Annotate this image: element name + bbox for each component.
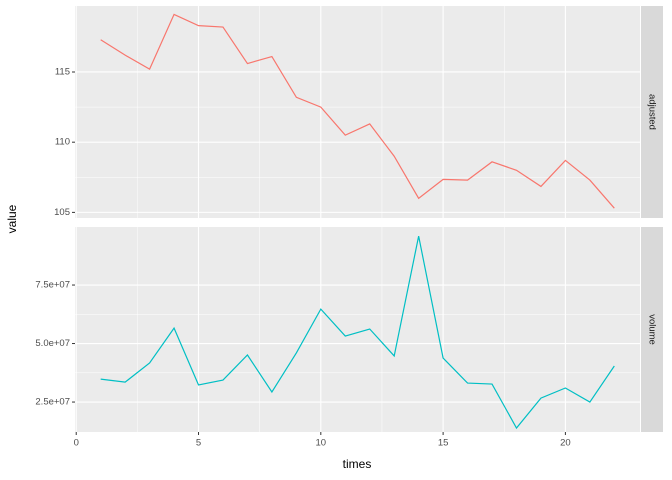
line-series <box>100 13 615 209</box>
x-axis-title: times <box>343 457 372 471</box>
facet-strip <box>641 6 663 218</box>
panel-background <box>75 6 640 218</box>
y-tick-label: 2.5e+07 <box>35 397 70 408</box>
x-tick-label: 5 <box>196 438 201 449</box>
facet-strip-label: volume <box>646 314 657 345</box>
facet-strip-label: adjusted <box>646 94 657 130</box>
x-tick-label: 0 <box>74 438 79 449</box>
facet-strip <box>641 227 663 432</box>
y-axis-title: value <box>5 204 19 233</box>
y-tick-label: 115 <box>55 67 70 78</box>
line-series <box>100 236 615 430</box>
x-tick-label: 15 <box>438 438 449 449</box>
y-tick-label: 7.5e+07 <box>35 280 70 291</box>
y-tick-label: 5.0e+07 <box>35 338 70 349</box>
x-tick-label: 20 <box>560 438 571 449</box>
y-tick-label: 110 <box>55 137 70 148</box>
panel-background <box>75 227 640 432</box>
x-tick-label: 10 <box>316 438 327 449</box>
y-tick-label: 105 <box>54 207 70 218</box>
